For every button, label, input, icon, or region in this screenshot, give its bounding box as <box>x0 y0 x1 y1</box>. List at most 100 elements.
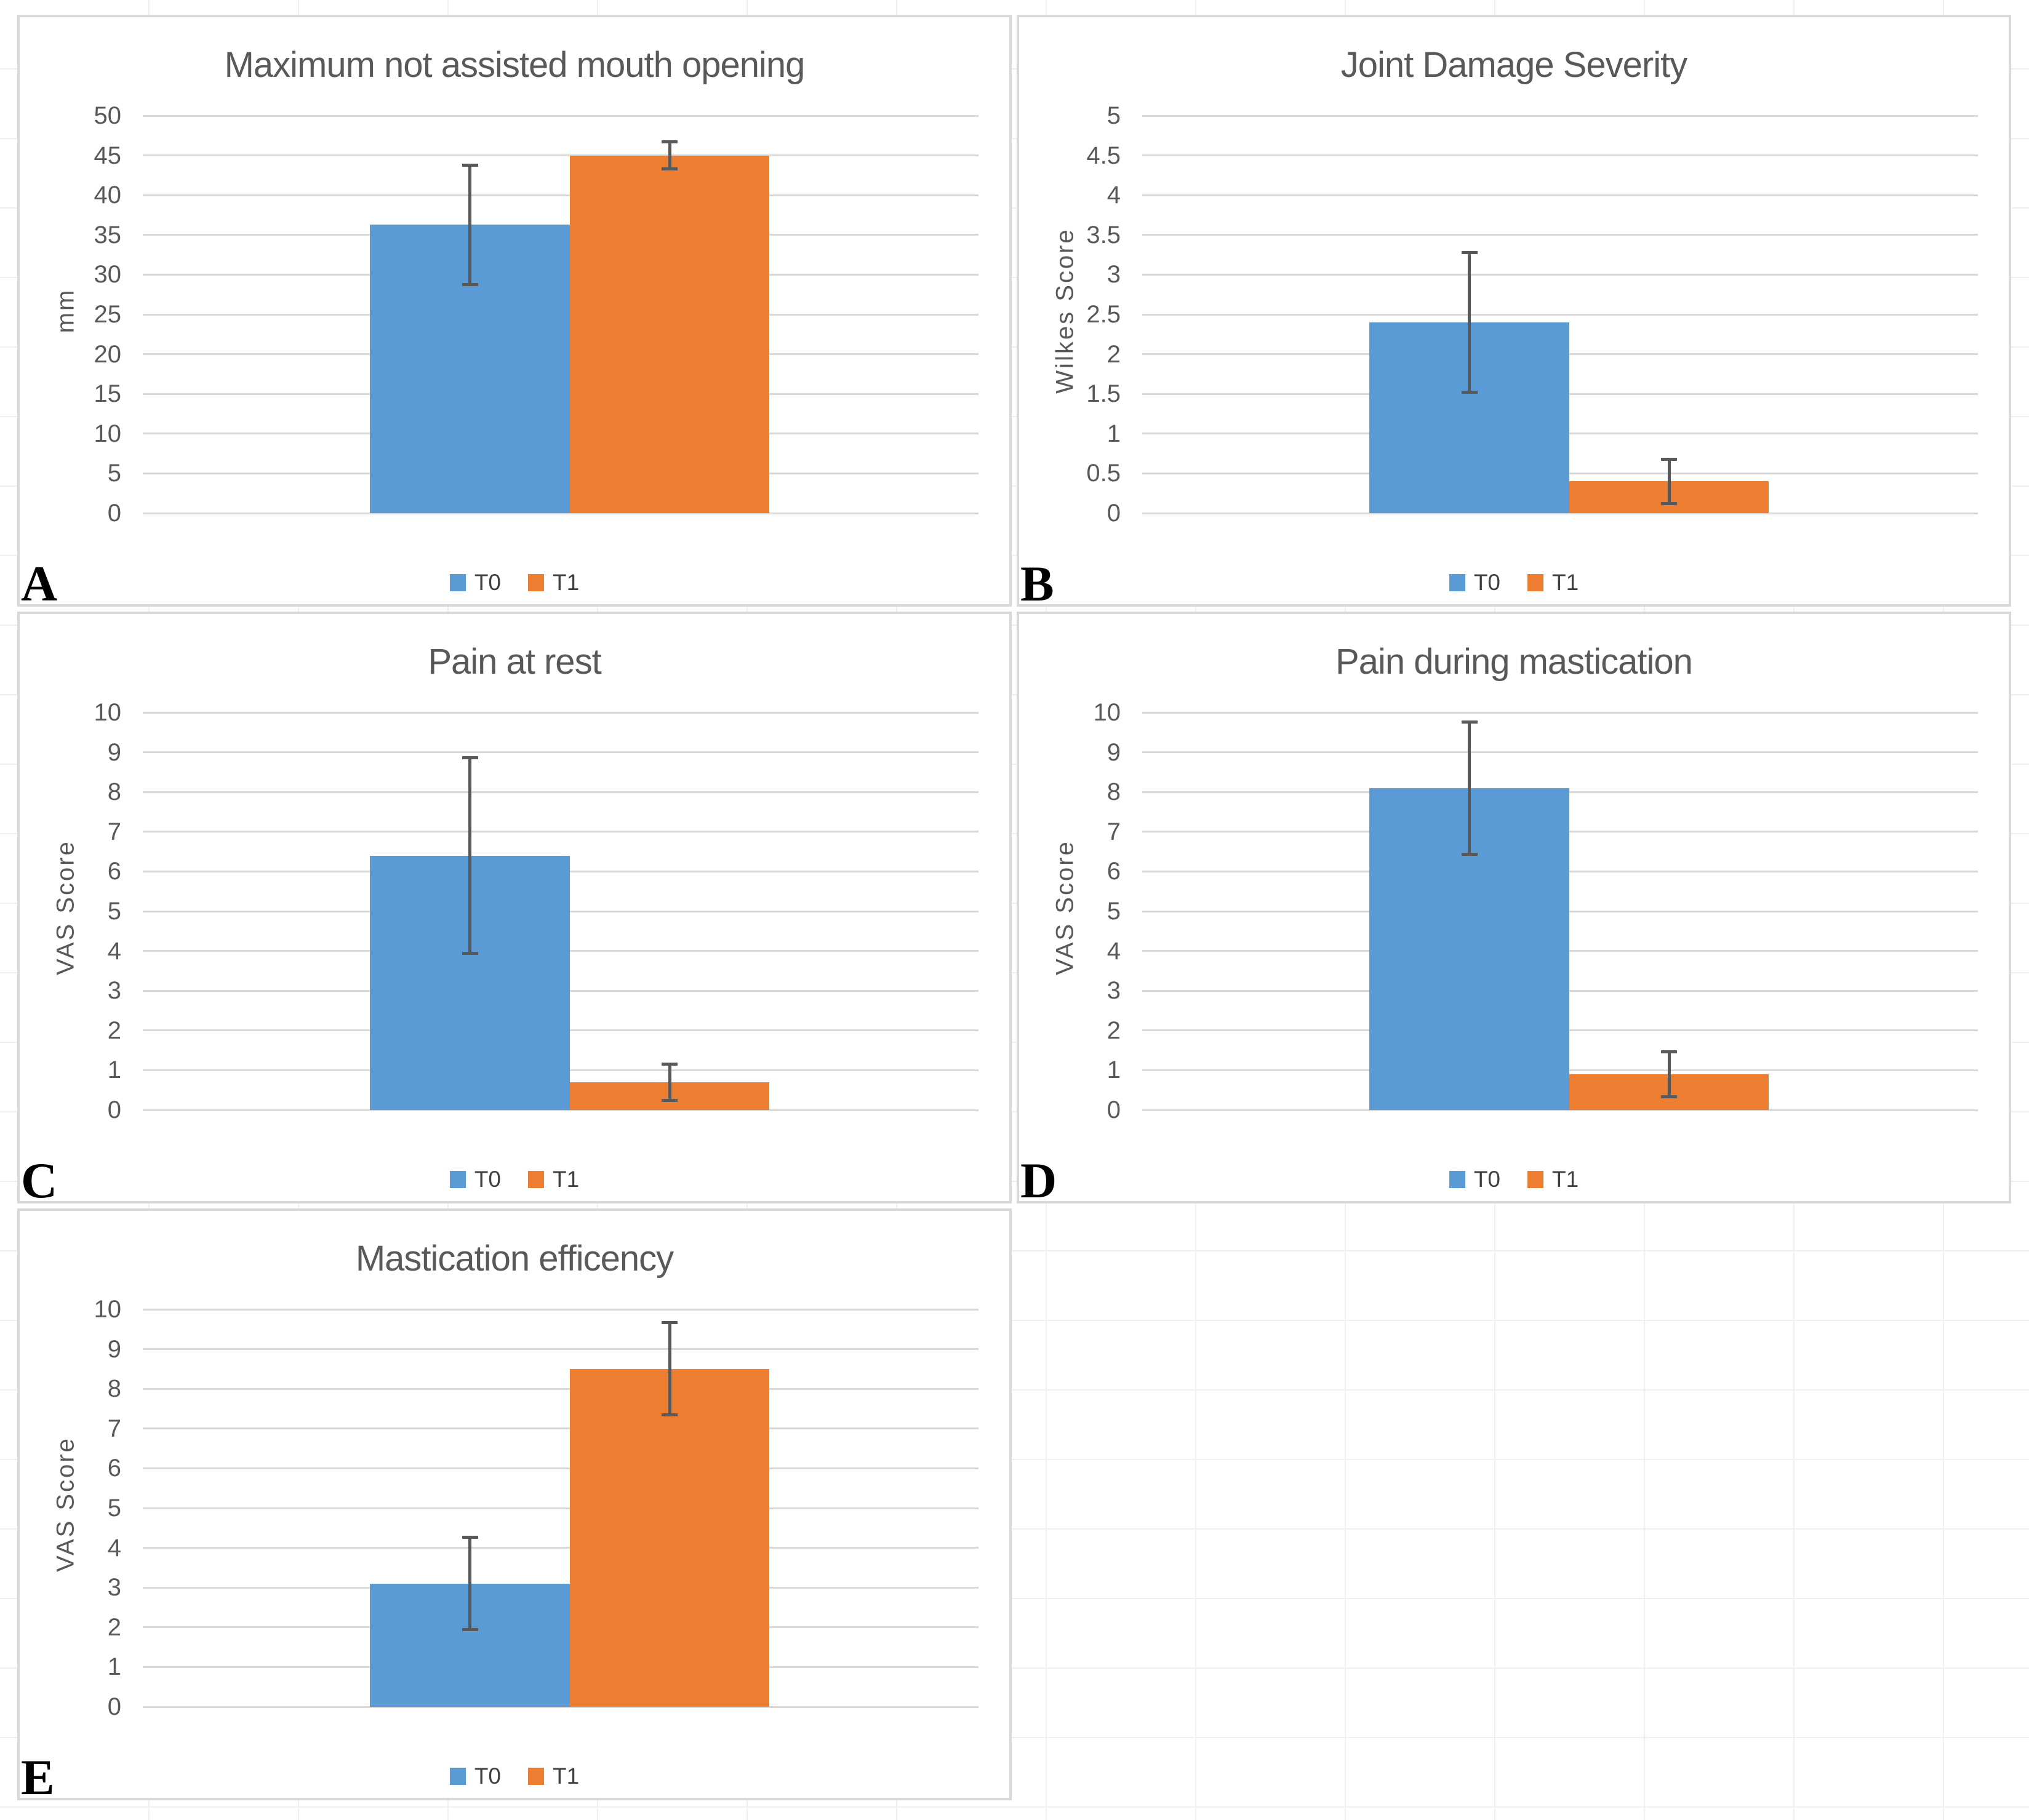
y-tick-label: 1.5 <box>1086 380 1121 408</box>
legend: T0 T1 <box>1019 1163 2009 1195</box>
legend-swatch-t1 <box>528 574 544 591</box>
gridline <box>143 194 978 196</box>
error-bar-cap-bottom <box>1461 391 1478 394</box>
error-bar-cap-top <box>662 1321 678 1325</box>
y-tick-label: 1 <box>107 1653 121 1681</box>
chart-title: Pain during mastication <box>1335 642 1693 682</box>
gridline <box>143 1109 978 1111</box>
y-tick-label: 7 <box>1107 818 1121 845</box>
legend-label-t1: T1 <box>553 570 580 595</box>
gridline <box>1142 194 1978 196</box>
y-tick-label: 6 <box>107 858 121 885</box>
error-bar-t1 <box>662 1062 678 1103</box>
legend-swatch-t1 <box>528 1768 544 1785</box>
y-tick-label: 9 <box>107 738 121 766</box>
y-tick-label: 40 <box>94 182 122 209</box>
gridline <box>143 1547 978 1549</box>
y-tick-label: 4 <box>1107 182 1121 209</box>
y-tick-label: 5 <box>1107 102 1121 129</box>
legend-label-t1: T1 <box>553 1763 580 1789</box>
error-bar-cap-top <box>662 140 678 144</box>
error-bar-stem <box>1667 457 1671 506</box>
legend: T0 T1 <box>20 1760 1009 1792</box>
plot-area: 0 1 2 3 4 5 6 7 8 9 10 <box>94 700 978 1122</box>
bar-t1 <box>569 155 770 513</box>
error-bar-stem <box>668 140 671 171</box>
legend-label-t1: T1 <box>1552 570 1579 595</box>
legend-swatch-t0 <box>1449 574 1465 591</box>
plot-area: 0 1 2 3 4 5 6 7 8 9 10 <box>94 1297 978 1719</box>
error-bar-stem <box>468 1536 472 1632</box>
gridline <box>1142 114 1978 117</box>
gridline <box>143 831 978 833</box>
bar-t1 <box>569 1368 770 1707</box>
legend-label-t0: T0 <box>474 1763 501 1789</box>
y-tick-label: 1 <box>107 1056 121 1084</box>
panel-letter: C <box>21 1152 58 1208</box>
legend-item-t1: T1 <box>1527 1167 1579 1192</box>
gridline <box>1142 234 1978 236</box>
error-bar-cap-top <box>1461 250 1478 254</box>
y-tick-label: 1 <box>1107 1056 1121 1084</box>
y-tick-label: 9 <box>1107 738 1121 766</box>
panel-letter: E <box>21 1749 55 1805</box>
error-bar-t1 <box>662 140 678 171</box>
y-tick-label: 9 <box>107 1335 121 1363</box>
plot-area: 0 1 2 3 4 5 6 7 8 9 10 <box>1094 700 1978 1122</box>
error-bar-t1 <box>1661 457 1678 506</box>
error-bar-cap-top <box>662 1062 678 1066</box>
legend-item-t0: T0 <box>449 570 501 596</box>
legend-item-t1: T1 <box>1527 570 1579 596</box>
error-bar-t0 <box>1461 250 1478 394</box>
legend-item-t0: T0 <box>449 1167 501 1192</box>
gridline <box>143 711 978 714</box>
gridline <box>143 751 978 754</box>
legend-item-t0: T0 <box>1449 1167 1500 1192</box>
legend-item-t0: T0 <box>1449 570 1500 596</box>
error-bar-cap-top <box>1661 457 1678 461</box>
panel-letter: D <box>1020 1152 1057 1208</box>
legend: T0 T1 <box>1019 567 2009 599</box>
y-tick-label: 15 <box>94 380 122 408</box>
y-tick-label: 10 <box>94 699 122 726</box>
gridline <box>1142 154 1978 157</box>
error-bar-t0 <box>462 163 478 286</box>
error-bar-stem <box>1667 1050 1671 1098</box>
legend: T0 T1 <box>20 1163 1009 1195</box>
legend-swatch-t1 <box>1527 574 1543 591</box>
y-tick-label: 2 <box>1107 340 1121 368</box>
legend-label-t0: T0 <box>1473 1167 1500 1192</box>
gridline <box>143 1387 978 1390</box>
gridline <box>143 1308 978 1311</box>
gridline <box>143 1507 978 1509</box>
plot-area: 0 5 10 15 20 25 30 35 40 45 50 <box>94 103 978 525</box>
y-tick-label: 10 <box>94 1296 122 1323</box>
y-tick-label: 25 <box>94 301 122 328</box>
y-tick-label: 5 <box>107 1495 121 1522</box>
chart-title: Pain at rest <box>428 642 601 682</box>
y-tick-label: 6 <box>107 1455 121 1482</box>
error-bar-cap-bottom <box>462 952 478 956</box>
error-bar-stem <box>1468 250 1471 394</box>
gridline <box>1142 512 1978 514</box>
y-tick-label: 5 <box>107 460 121 487</box>
gridline <box>143 154 978 157</box>
y-tick-label: 10 <box>94 420 122 447</box>
y-tick-label: 5 <box>1107 898 1121 925</box>
chart-title: Maximum not assisted mouth opening <box>224 45 806 85</box>
legend-label-t1: T1 <box>1552 1167 1579 1192</box>
error-bar-cap-bottom <box>1661 502 1678 506</box>
gridline <box>143 114 978 117</box>
error-bar-cap-top <box>1461 720 1478 724</box>
error-bar-t0 <box>462 1536 478 1632</box>
panel-letter: B <box>1020 556 1054 612</box>
chart-panel-c: Pain at rest VAS Score 0 1 2 3 4 5 6 7 8 9 10 T0 T… <box>17 612 1012 1208</box>
error-bar-cap-bottom <box>662 1099 678 1103</box>
legend-label-t1: T1 <box>553 1167 580 1192</box>
error-bar-t0 <box>462 756 478 956</box>
y-tick-label: 5 <box>107 898 121 925</box>
